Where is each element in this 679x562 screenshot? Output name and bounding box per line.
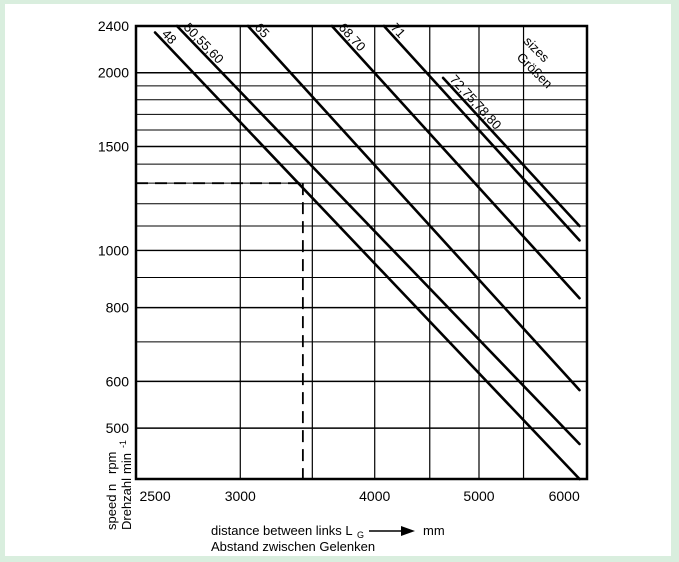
series-line xyxy=(441,76,581,228)
series-line xyxy=(382,24,581,242)
y-axis-unit-sup: -1 xyxy=(118,440,128,448)
y-tick-label: 1500 xyxy=(98,138,129,154)
y-tick-label: 2400 xyxy=(98,18,129,34)
y-axis-label-de: Drehzahl xyxy=(119,478,134,530)
series-line xyxy=(175,24,581,446)
example-lines xyxy=(136,182,304,479)
grid xyxy=(136,26,587,479)
chart-panel: 2400 2000 1500 1000 800 600 500 2500 3000 4000 50… xyxy=(5,4,671,556)
y-tick-labels: 2400 2000 1500 1000 800 600 500 xyxy=(98,18,129,436)
x-axis-label-sub: G xyxy=(357,530,364,540)
series-label: 71 xyxy=(388,20,409,41)
series-line xyxy=(246,24,581,392)
x-tick-label: 6000 xyxy=(549,488,580,504)
plot-frame xyxy=(134,24,589,481)
x-tick-label: 4000 xyxy=(359,488,390,504)
y-axis-unit-de-group: min -1 xyxy=(118,440,134,474)
series-line xyxy=(153,31,581,481)
series-label: 65 xyxy=(252,20,273,41)
x-axis-unit: mm xyxy=(423,523,445,538)
y-tick-label: 500 xyxy=(106,420,130,436)
x-tick-labels: 2500 3000 4000 5000 6000 xyxy=(139,488,579,504)
y-axis-unit-en: rpm xyxy=(104,452,119,474)
arrow-icon xyxy=(369,526,415,536)
x-tick-label: 5000 xyxy=(463,488,494,504)
y-axis-label-en: speed n xyxy=(104,484,119,530)
y-tick-label: 600 xyxy=(106,373,130,389)
y-tick-label: 2000 xyxy=(98,65,129,81)
y-tick-label: 1000 xyxy=(98,242,129,258)
x-tick-label: 2500 xyxy=(139,488,170,504)
series-line xyxy=(330,24,581,300)
y-tick-label: 800 xyxy=(106,300,130,316)
series-lines xyxy=(153,24,581,481)
x-axis-label-en: distance between links L xyxy=(211,523,353,538)
series-label: 48 xyxy=(159,26,180,47)
series-label: 72,75,78,80 xyxy=(447,72,505,133)
nomogram-chart: 2400 2000 1500 1000 800 600 500 2500 3000 4000 50… xyxy=(98,18,589,554)
x-tick-label: 3000 xyxy=(225,488,256,504)
y-axis-unit-de: min xyxy=(119,453,134,474)
x-axis-label-de: Abstand zwischen Gelenken xyxy=(211,539,375,554)
